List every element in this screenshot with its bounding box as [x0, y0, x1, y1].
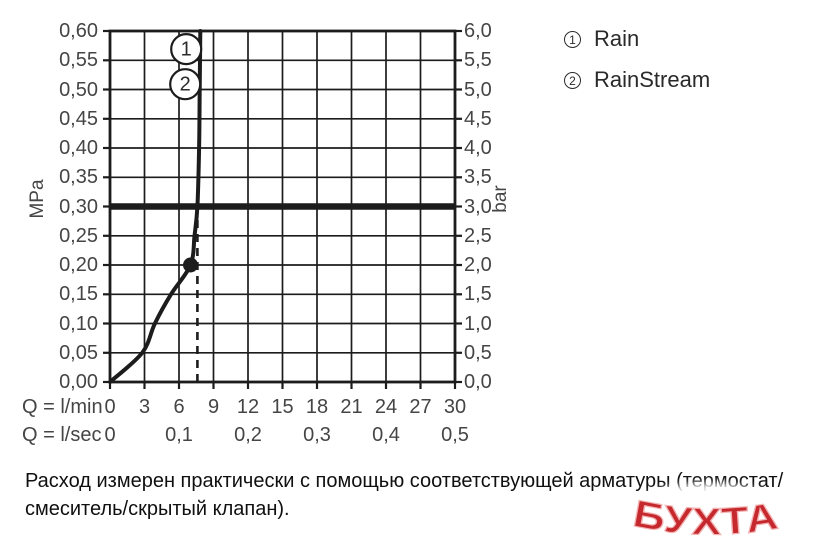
y-left-tick: 0,15 — [59, 283, 98, 306]
y-left-tick: 0,10 — [59, 312, 98, 335]
y-left-tick: 0,25 — [59, 224, 98, 247]
y-right-tick: 0,0 — [464, 371, 492, 393]
x-lsec-tick: 0,4 — [372, 424, 400, 446]
y-left-tick: 0,30 — [59, 195, 98, 218]
x-lsec-tick: 0,2 — [234, 424, 262, 446]
x-lsec-tick: 0,5 — [441, 424, 469, 446]
x-lmin-tick: 6 — [173, 396, 185, 418]
y-right-tick: 3,0 — [464, 195, 492, 218]
x-lmin-tick: 0 — [104, 396, 116, 418]
y-right-tick: 1,0 — [464, 312, 492, 335]
legend-item-rain: 1 Rain — [564, 26, 710, 52]
x-lmin-tick: 18 — [305, 396, 329, 418]
y-left-tick: 0,40 — [59, 137, 98, 159]
x-axis-caption-lmin: Q = l/min — [22, 396, 103, 418]
y-left-tick: 0,05 — [59, 341, 98, 364]
curve-label-circle-icon — [169, 68, 202, 101]
y-left-tick: 0,35 — [59, 166, 98, 189]
y-right-tick: 4,0 — [464, 137, 492, 159]
y-left-tick: 0,55 — [59, 49, 98, 72]
legend: 1 Rain 2 RainStream — [564, 26, 710, 108]
y-right-tick: 6,0 — [464, 20, 492, 42]
legend-label-rain: Rain — [594, 26, 640, 51]
y-right-tick: 2,0 — [464, 254, 492, 276]
x-lmin-tick: 9 — [207, 396, 220, 418]
watermark-text: БУХТА — [630, 490, 784, 546]
x-lmin-tick: 15 — [271, 396, 294, 418]
legend-number-1-icon: 1 — [564, 30, 581, 48]
curve-label-number: 1 — [181, 39, 192, 61]
flow-curve — [108, 29, 203, 384]
watermark-halo — [632, 483, 784, 541]
legend-label-rainstream: RainStream — [594, 67, 711, 92]
x-lmin-tick: 27 — [409, 396, 432, 418]
y-left-tick: 0,20 — [59, 254, 98, 276]
x-lsec-tick: 0,1 — [165, 424, 193, 446]
x-lsec-tick: 0 — [104, 424, 116, 446]
curve-label-number: 2 — [180, 74, 191, 96]
y-right-tick: 4,5 — [464, 107, 492, 130]
y-left-tick: 0,45 — [59, 107, 98, 130]
x-lmin-tick: 3 — [138, 396, 151, 418]
flow-chart-svg: 12 — [103, 29, 462, 389]
measurement-note-line2: смеситель/скрытый клапан). — [25, 498, 290, 520]
y-left-axis-unit: MPa — [27, 179, 48, 219]
x-lmin-tick: 12 — [236, 396, 260, 418]
measurement-note: Расход измерен практически с помощью соо… — [25, 467, 785, 523]
x-lmin-tick: 24 — [374, 396, 398, 418]
x-lmin-tick: 21 — [340, 396, 363, 418]
y-left-tick: 0,00 — [59, 371, 98, 393]
buhta-watermark: БУХТА БУХТА — [626, 487, 787, 547]
x-lsec-tick: 0,3 — [303, 424, 331, 446]
y-right-tick: 2,5 — [464, 224, 492, 247]
y-right-tick: 1,5 — [464, 283, 492, 306]
curve-point-marker — [183, 257, 198, 273]
y-left-tick: 0,60 — [59, 20, 98, 42]
curve-label-circle-icon — [170, 33, 203, 66]
y-right-tick: 0,5 — [464, 341, 492, 364]
y-left-tick: 0,50 — [59, 78, 98, 101]
x-axis-caption-lsec: Q = l/sec — [22, 424, 102, 446]
y-right-tick: 3,5 — [464, 166, 492, 189]
y-right-tick: 5,5 — [464, 49, 492, 72]
legend-number-2-icon: 2 — [564, 71, 581, 89]
legend-item-rainstream: 2 RainStream — [564, 67, 710, 93]
x-lmin-tick: 30 — [443, 396, 467, 418]
y-right-tick: 5,0 — [464, 78, 492, 101]
measurement-note-line1: Расход измерен практически с помощью соо… — [25, 470, 784, 492]
